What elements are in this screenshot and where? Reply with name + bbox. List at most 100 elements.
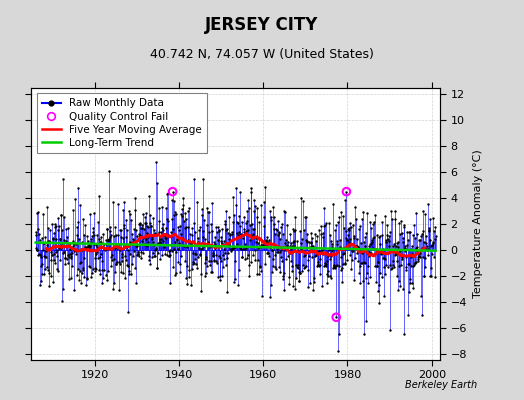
Point: [387, 266, 396, 272]
Point: [107, 252, 116, 258]
Point: [219, 264, 227, 270]
Point: [215, 253, 223, 259]
Point: [145, 257, 154, 263]
Point: [395, 220, 403, 226]
Point: [414, 253, 423, 259]
Point: [430, 228, 439, 235]
Point: [332, 241, 341, 248]
Point: [430, 224, 439, 230]
Point: [45, 270, 53, 276]
Point: [101, 245, 109, 252]
Point: [373, 262, 381, 269]
Point: [409, 285, 418, 291]
Point: [241, 246, 249, 253]
Point: [85, 244, 94, 251]
Point: [136, 232, 144, 238]
Point: [315, 226, 323, 233]
Point: [137, 222, 146, 228]
Point: [227, 246, 235, 252]
Point: [397, 218, 405, 224]
Point: [138, 235, 147, 241]
Point: [263, 234, 271, 240]
Point: [254, 245, 262, 252]
Point: [415, 237, 423, 243]
Point: [86, 239, 95, 246]
Point: [330, 262, 338, 269]
Point: [125, 271, 134, 278]
Point: [254, 257, 263, 264]
Point: [96, 239, 104, 246]
Point: [274, 249, 282, 256]
Point: [166, 247, 174, 253]
Point: [367, 225, 375, 232]
Point: [319, 230, 328, 237]
Point: [83, 274, 91, 281]
Point: [249, 252, 258, 258]
Point: [167, 229, 176, 235]
Point: [245, 204, 254, 211]
Point: [94, 255, 102, 261]
Point: [241, 241, 249, 248]
Point: [229, 244, 237, 250]
Point: [290, 238, 298, 244]
Point: [222, 262, 230, 268]
Point: [133, 252, 141, 258]
Point: [267, 246, 276, 253]
Point: [112, 261, 120, 267]
Point: [139, 211, 147, 217]
Point: [101, 272, 110, 278]
Point: [355, 269, 363, 276]
Point: [166, 252, 174, 258]
Point: [304, 257, 313, 263]
Point: [178, 213, 187, 220]
Point: [99, 274, 107, 281]
Point: [398, 256, 407, 263]
Point: [171, 211, 180, 217]
Point: [217, 226, 226, 232]
Point: [32, 245, 40, 251]
Point: [182, 263, 191, 269]
Point: [84, 243, 92, 249]
Point: [402, 228, 411, 235]
Point: [378, 254, 387, 261]
Point: [203, 222, 212, 228]
Point: [32, 228, 40, 235]
Point: [266, 208, 274, 214]
Point: [265, 244, 274, 250]
Point: [131, 195, 139, 202]
Point: [151, 252, 159, 259]
Point: [167, 197, 176, 204]
Point: [301, 214, 309, 220]
Point: [49, 250, 58, 257]
Point: [344, 238, 353, 245]
Point: [312, 252, 320, 258]
Point: [399, 222, 408, 228]
Point: [339, 250, 347, 257]
Point: [180, 218, 188, 224]
Point: [286, 242, 294, 249]
Point: [402, 267, 410, 273]
Point: [116, 234, 125, 240]
Point: [408, 243, 416, 249]
Point: [396, 248, 405, 254]
Point: [49, 279, 57, 285]
Point: [212, 224, 221, 230]
Point: [247, 259, 255, 265]
Point: [356, 262, 364, 269]
Point: [221, 250, 229, 256]
Point: [141, 210, 150, 216]
Point: [192, 251, 201, 258]
Point: [409, 263, 417, 269]
Point: [302, 263, 311, 269]
Point: [400, 244, 409, 251]
Point: [180, 224, 189, 231]
Point: [280, 208, 288, 214]
Point: [285, 274, 293, 280]
Point: [50, 221, 59, 228]
Point: [325, 272, 334, 279]
Point: [294, 264, 302, 271]
Point: [213, 229, 221, 235]
Point: [118, 207, 127, 214]
Point: [231, 244, 239, 250]
Point: [173, 236, 181, 242]
